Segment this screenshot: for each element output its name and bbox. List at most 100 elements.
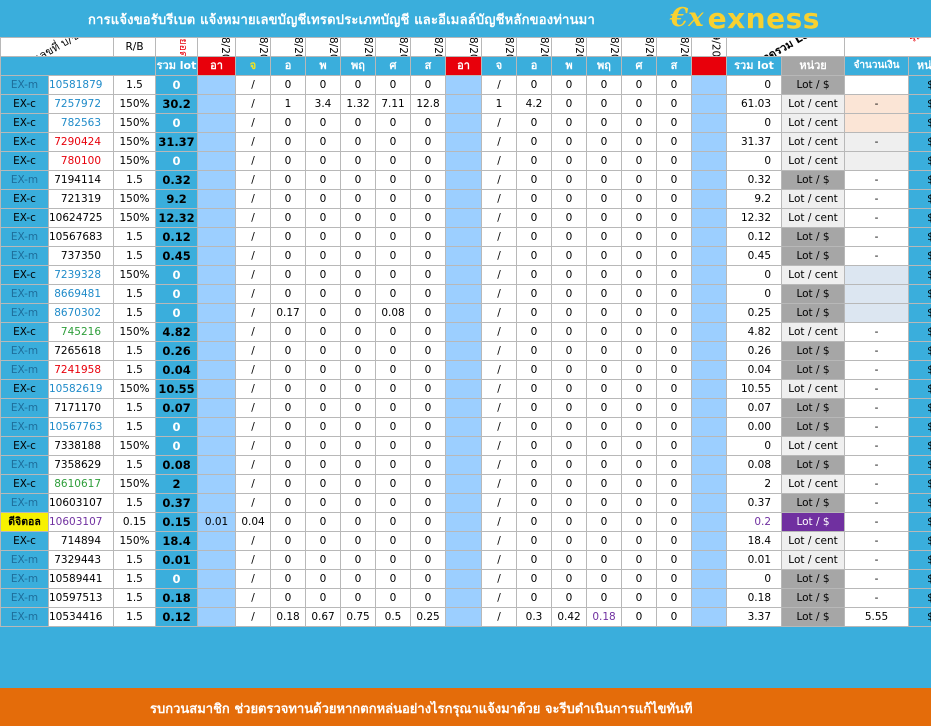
exness-logo: €x exness bbox=[670, 1, 820, 35]
week-lot-cell: 0.12 bbox=[155, 227, 199, 247]
day-cell: 0 bbox=[410, 284, 447, 304]
day-cell: / bbox=[235, 474, 272, 494]
day-cell: 0 bbox=[270, 322, 307, 342]
day-cell-sunday bbox=[445, 303, 483, 323]
rb-cell: 1.5 bbox=[113, 607, 157, 627]
exness-logo-text: exness bbox=[707, 1, 820, 35]
day-cell: 0 bbox=[375, 569, 412, 589]
day-cell: 0 bbox=[621, 341, 658, 361]
day-cell: / bbox=[481, 284, 518, 304]
unit-cell: Lot / cent bbox=[781, 113, 846, 133]
day-cell: / bbox=[235, 455, 272, 475]
account-type-cell: EX-c bbox=[0, 94, 49, 114]
day-cell bbox=[691, 493, 728, 513]
day-cell: 0 bbox=[340, 417, 377, 437]
day-cell: 0 bbox=[305, 132, 342, 152]
account-type-cell: EX-m bbox=[0, 284, 49, 304]
day-cell: 3.4 bbox=[305, 94, 342, 114]
day-cell: 0 bbox=[270, 113, 307, 133]
col-date-header: 22/8/2018 bbox=[340, 37, 377, 57]
total-lot-cell: 0.32 bbox=[726, 170, 783, 190]
day-cell: 0 bbox=[621, 512, 658, 532]
day-cell: 0 bbox=[586, 474, 623, 494]
day-cell: / bbox=[235, 550, 272, 570]
unit-cell: Lot / $ bbox=[781, 607, 846, 627]
day-cell: / bbox=[481, 113, 518, 133]
day-cell: 0 bbox=[270, 455, 307, 475]
day-cell: 0 bbox=[270, 512, 307, 532]
day-cell: / bbox=[481, 588, 518, 608]
table-row: EX-c 10582619 150% 10.55/0 0 0 0 0/0 0 0 0 0 10.55 Lo… bbox=[0, 379, 931, 399]
day-cell: 0 bbox=[305, 531, 342, 551]
day-cell: 0 bbox=[410, 550, 447, 570]
day-cell bbox=[691, 550, 728, 570]
day-cell: 0 bbox=[656, 607, 693, 627]
currency-cell: $ bbox=[908, 189, 931, 209]
unit-cell: Lot / $ bbox=[781, 303, 846, 323]
day-cell: 0 bbox=[305, 189, 342, 209]
sub-day: ศ bbox=[621, 56, 658, 76]
day-cell: 0 bbox=[305, 341, 342, 361]
day-cell: 0 bbox=[586, 132, 623, 152]
day-cell: 0 bbox=[375, 322, 412, 342]
day-cell: 0 bbox=[656, 284, 693, 304]
day-cell: 0 bbox=[656, 227, 693, 247]
table-row: EX-m 10534416 1.5 0.12/0.18 0.67 0.75 0.5 0.25/… bbox=[0, 607, 931, 627]
day-cell bbox=[197, 113, 237, 133]
day-cell: / bbox=[481, 322, 518, 342]
day-cell: 0 bbox=[375, 417, 412, 437]
account-number-cell: 8669481 bbox=[47, 284, 115, 304]
day-cell: 0 bbox=[586, 151, 623, 171]
day-cell: / bbox=[235, 113, 272, 133]
currency-cell: $ bbox=[908, 170, 931, 190]
day-cell-sunday bbox=[445, 398, 483, 418]
total-lot-cell: 0 bbox=[726, 284, 783, 304]
day-cell: 0 bbox=[516, 512, 553, 532]
unit-cell: Lot / cent bbox=[781, 550, 846, 570]
table-row: ดีจิตอล 10603107 0.15 0.15 0.01 0.04 0 0 0 0 0/0 0 0… bbox=[0, 512, 931, 532]
total-lot-cell: 0.08 bbox=[726, 455, 783, 475]
day-cell: / bbox=[235, 151, 272, 171]
day-cell: 0 bbox=[551, 360, 588, 380]
currency-cell: $ bbox=[908, 379, 931, 399]
day-cell: 0 bbox=[516, 417, 553, 437]
table-row: EX-c 10624725 150% 12.32/0 0 0 0 0/0 0 0 0 0 12.32 Lo… bbox=[0, 208, 931, 228]
currency-cell: $ bbox=[908, 607, 931, 627]
day-cell bbox=[691, 379, 728, 399]
week-lot-cell: 0.08 bbox=[155, 455, 199, 475]
day-cell: 0 bbox=[305, 417, 342, 437]
day-cell: 0 bbox=[516, 284, 553, 304]
account-type-cell: EX-m bbox=[0, 75, 49, 95]
amount-cell bbox=[844, 265, 910, 285]
account-type-cell: EX-m bbox=[0, 360, 49, 380]
day-cell: 0 bbox=[551, 227, 588, 247]
day-cell bbox=[691, 151, 728, 171]
day-cell: / bbox=[235, 588, 272, 608]
day-cell bbox=[691, 208, 728, 228]
day-cell: / bbox=[481, 436, 518, 456]
sub-sum-lot: รวม lot bbox=[155, 56, 199, 76]
day-cell: 0 bbox=[551, 189, 588, 209]
day-cell: / bbox=[235, 417, 272, 437]
day-cell: 0 bbox=[375, 189, 412, 209]
day-cell: 0 bbox=[656, 512, 693, 532]
col-date-header: 28/8/2018 bbox=[551, 37, 588, 57]
day-cell: 0 bbox=[305, 208, 342, 228]
total-lot-cell: 0.07 bbox=[726, 398, 783, 418]
total-lot-cell: 0 bbox=[726, 151, 783, 171]
day-cell: / bbox=[481, 493, 518, 513]
day-cell bbox=[197, 132, 237, 152]
table-row: EX-m 7358629 1.5 0.08/0 0 0 0 0/0 0 0 0 0 0.08 Lot / … bbox=[0, 455, 931, 475]
currency-cell: $ bbox=[908, 132, 931, 152]
day-cell: 0 bbox=[516, 569, 553, 589]
account-type-cell: EX-c bbox=[0, 265, 49, 285]
rb-cell: 1.5 bbox=[113, 227, 157, 247]
unit-cell: Lot / cent bbox=[781, 189, 846, 209]
day-cell: 0 bbox=[586, 113, 623, 133]
total-lot-cell: 0.26 bbox=[726, 341, 783, 361]
table-row: EX-m 10567683 1.5 0.12/0 0 0 0 0/0 0 0 0 0 0.12 Lot /… bbox=[0, 227, 931, 247]
col-date-header: 27/8/2018 bbox=[516, 37, 553, 57]
currency-cell: $ bbox=[908, 341, 931, 361]
day-cell: 0 bbox=[551, 455, 588, 475]
day-cell: 0 bbox=[516, 550, 553, 570]
